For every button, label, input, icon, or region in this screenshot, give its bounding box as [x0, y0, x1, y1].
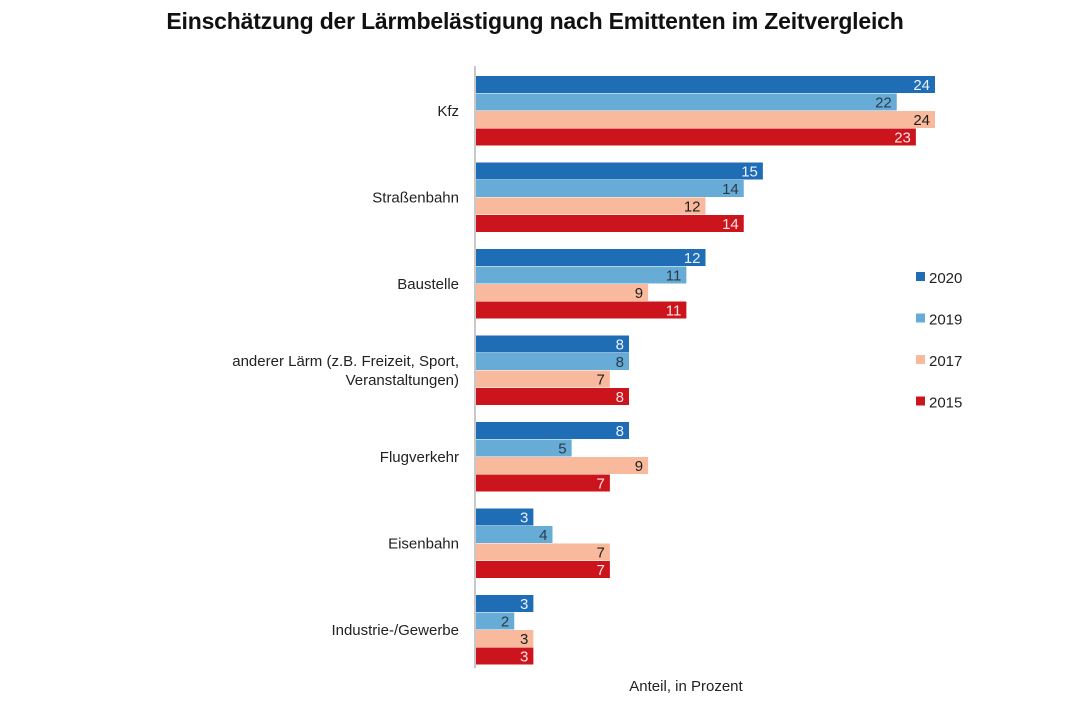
legend-swatch-2015 [916, 396, 925, 406]
bar-2020 [476, 508, 534, 526]
data-label: 3 [520, 510, 528, 527]
data-label: 7 [597, 476, 605, 493]
data-label: 22 [875, 95, 892, 112]
legend-label-2017: 2017 [929, 353, 962, 370]
bar-2019 [476, 439, 572, 457]
bar-2015 [476, 647, 534, 665]
bar-2020 [476, 422, 629, 439]
bar-2015 [476, 215, 744, 232]
data-label: 12 [684, 250, 701, 267]
data-label: 3 [520, 649, 528, 666]
bar-2015 [476, 301, 687, 319]
legend-swatch-2019 [916, 313, 925, 323]
data-label: 15 [741, 164, 758, 181]
legend: 2020 2019 2017 2015 [916, 270, 962, 412]
legend-swatch-2020 [916, 272, 925, 281]
bar-2019 [476, 266, 687, 284]
bar-2017 [476, 370, 610, 388]
data-label: 9 [635, 458, 643, 475]
bar-2015 [476, 474, 610, 492]
bar-2019 [476, 180, 744, 197]
data-label: 8 [616, 354, 624, 371]
bar-2019 [476, 93, 897, 111]
bar-2015 [476, 388, 629, 405]
data-label: 14 [722, 181, 739, 198]
data-label: 9 [635, 285, 643, 302]
legend-label-2019: 2019 [929, 312, 962, 329]
data-label: 3 [520, 631, 528, 648]
category-labels: Kfz Straßenbahn Baustelle anderer Lärm (z.B… [232, 103, 459, 639]
data-label: 4 [539, 527, 547, 544]
data-label: 3 [520, 596, 528, 613]
legend-label-2015: 2015 [929, 395, 962, 412]
data-label: 7 [597, 562, 605, 579]
chart-title: Einschätzung der Lärmbelästigung nach Em… [166, 8, 904, 34]
bar-2017 [476, 197, 706, 215]
data-label: 11 [666, 268, 682, 285]
legend-label-2020: 2020 [929, 270, 962, 287]
data-label: 8 [616, 423, 624, 440]
bar-2020 [476, 249, 706, 266]
category-label: Straßenbahn [372, 190, 459, 207]
x-axis-title: Anteil, in Prozent [629, 678, 743, 695]
category-label: Flugverkehr [380, 449, 459, 466]
bar-2020 [476, 162, 763, 180]
bar-2019 [476, 612, 515, 630]
data-label: 7 [597, 372, 605, 389]
data-label: 8 [616, 389, 624, 406]
category-label: Baustelle [397, 276, 459, 293]
bar-2017 [476, 630, 534, 647]
bar-2017 [476, 543, 610, 561]
bar-2020 [476, 76, 935, 93]
data-label: 24 [913, 77, 930, 94]
data-label: 2 [501, 614, 509, 631]
bar-2020 [476, 595, 534, 612]
bar-2017 [476, 111, 935, 128]
data-label: 8 [616, 337, 624, 354]
category-label: Industrie-/Gewerbe [331, 622, 459, 639]
data-label: 24 [913, 112, 930, 129]
category-label: Eisenbahn [388, 536, 459, 553]
bar-2017 [476, 457, 649, 474]
bar-2015 [476, 128, 916, 146]
bar-2020 [476, 335, 629, 353]
category-label: Kfz [437, 103, 459, 120]
bar-2019 [476, 526, 553, 543]
bar-2015 [476, 561, 610, 578]
data-label: 14 [722, 216, 739, 233]
bar-2017 [476, 284, 649, 301]
category-label: anderer Lärm (z.B. Freizeit, Sport, Veran… [232, 353, 459, 389]
legend-swatch-2017 [916, 355, 925, 364]
data-label: 5 [558, 441, 566, 458]
data-label: 12 [684, 199, 701, 216]
data-label: 7 [597, 545, 605, 562]
data-label: 23 [894, 130, 911, 147]
data-label: 11 [666, 303, 682, 320]
bar-2019 [476, 353, 629, 370]
